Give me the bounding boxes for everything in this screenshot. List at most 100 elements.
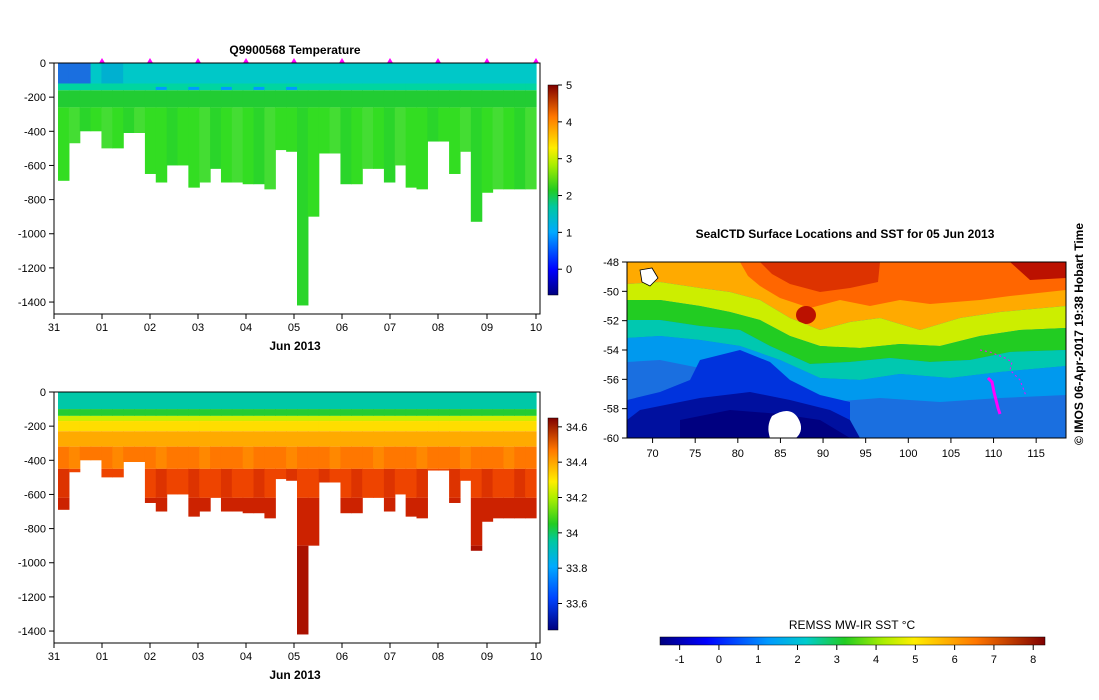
salinity-cell: [514, 468, 526, 498]
temperature-cell: [470, 83, 483, 91]
salinity-cell: [394, 392, 407, 410]
temperature-cell: [449, 63, 461, 84]
salinity-cell: [188, 409, 200, 416]
sst-colorbar-tick-label: -1: [675, 654, 685, 666]
salinity-cell: [481, 415, 494, 422]
sst-colorbar-tick-label: 2: [794, 654, 800, 666]
temperature-cell: [362, 63, 374, 84]
salinity-cell: [503, 415, 515, 422]
temperature-cell: [199, 90, 211, 108]
temperature-cell: [275, 107, 287, 151]
temperature-cell: [525, 83, 537, 91]
salinity-cell: [231, 497, 244, 512]
salinity-cell: [155, 446, 168, 469]
salinity-cell: [144, 421, 157, 432]
salinity-cell: [514, 392, 526, 410]
salinity-cell: [199, 421, 211, 432]
temperature-cell: [68, 63, 81, 84]
salinity-y-ticks: 0 -200 -400 -600 -800 -1000 -1200 -1400: [18, 387, 54, 638]
y-tick-label: -400: [24, 455, 46, 467]
temperature-cell: [373, 90, 385, 108]
temperature-cell: [340, 83, 352, 91]
salinity-cell: [492, 409, 505, 416]
salinity-profiles: [58, 392, 537, 635]
temperature-cell: [297, 107, 309, 306]
temperature-cell: [438, 83, 450, 91]
salinity-cell: [155, 421, 168, 432]
salinity-cell: [318, 446, 331, 469]
salinity-cell: [449, 415, 461, 422]
salinity-cell: [101, 415, 113, 422]
salinity-cell: [286, 446, 298, 469]
profile-marker: [243, 58, 249, 63]
y-tick-label: -1000: [18, 229, 46, 241]
lon-tick-label: 75: [689, 448, 701, 460]
temperature-cell: [79, 63, 92, 84]
salinity-cell: [329, 446, 342, 469]
temperature-cell: [199, 63, 211, 84]
salinity-cell: [438, 421, 450, 432]
temperature-cell: [155, 90, 168, 108]
temperature-cell: [264, 63, 276, 84]
salinity-cell: [79, 421, 92, 432]
salinity-cell: [492, 446, 505, 469]
salinity-cell: [405, 431, 418, 447]
y-tick-label: -1400: [18, 297, 46, 309]
salinity-cell: [58, 497, 70, 510]
temperature-cell: [231, 83, 244, 91]
salinity-cell: [362, 421, 374, 432]
salinity-cell: [492, 468, 505, 498]
salinity-cell: [231, 392, 244, 410]
salinity-cell: [199, 468, 211, 498]
salinity-cell: [144, 415, 157, 422]
salinity-cell: [90, 431, 103, 447]
temperature-cell: [459, 90, 472, 108]
salinity-cell: [470, 497, 483, 546]
salinity-cell: [481, 497, 494, 522]
salinity-cell: [199, 409, 211, 416]
salinity-cell: [329, 468, 342, 483]
x-tick-label: 03: [192, 651, 204, 663]
temperature-cell: [275, 83, 287, 91]
salinity-cell: [275, 431, 287, 447]
temperature-cell: [231, 90, 244, 108]
salinity-cell: [394, 431, 407, 447]
colorbar-tick-label: 33.8: [566, 563, 587, 575]
colorbar-tick-label: 34.4: [566, 457, 587, 469]
salinity-cell: [383, 468, 396, 498]
temperature-cell: [220, 86, 233, 90]
temperature-cell: [90, 90, 103, 108]
salinity-plot-frame: [53, 391, 541, 644]
salinity-cell: [166, 415, 179, 422]
salinity-cell: [177, 415, 189, 422]
temperature-cell: [68, 107, 81, 144]
salinity-cell: [210, 409, 222, 416]
salinity-cell: [220, 409, 233, 416]
lat-tick-label: -50: [603, 286, 619, 298]
temperature-cell: [58, 107, 70, 181]
temperature-cell: [340, 90, 352, 108]
temperature-cell: [449, 90, 461, 108]
salinity-cell: [503, 468, 515, 498]
colorbar-tick-label: 1: [566, 227, 572, 239]
salinity-cell: [329, 392, 342, 410]
salinity-cell: [231, 409, 244, 416]
salinity-cell: [253, 415, 266, 422]
salinity-cell: [199, 446, 211, 469]
salinity-cell: [503, 497, 515, 519]
temperature-cell: [318, 83, 331, 91]
temperature-cell: [427, 63, 439, 84]
x-tick-label: 10: [530, 651, 542, 663]
temperature-cell: [123, 83, 135, 91]
salinity-cell: [134, 421, 146, 432]
salinity-cell: [286, 409, 298, 416]
salinity-cell: [220, 431, 233, 447]
salinity-cell: [58, 409, 70, 416]
salinity-cell: [340, 446, 352, 469]
temperature-cell: [514, 63, 526, 84]
salinity-cell: [481, 421, 494, 432]
salinity-cell: [373, 468, 385, 498]
profile-marker: [387, 58, 393, 63]
temperature-cell: [492, 83, 505, 91]
